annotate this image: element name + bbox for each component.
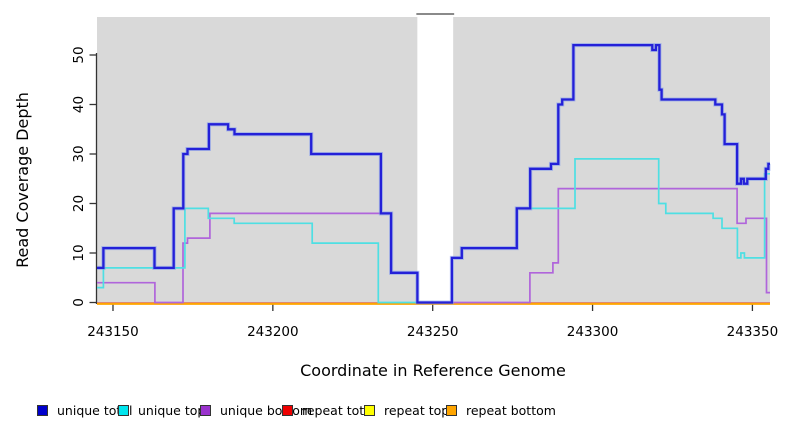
legend-label: unique top bbox=[138, 402, 206, 418]
legend-swatch-unique-bottom bbox=[200, 404, 211, 416]
x-tick-label: 243300 bbox=[567, 324, 619, 340]
legend-item-repeat-bottom: repeat bottom bbox=[446, 402, 556, 418]
legend-label: repeat top bbox=[384, 402, 450, 418]
y-tick-label: 10 bbox=[71, 244, 87, 261]
legend-item-unique-total: unique total bbox=[37, 402, 133, 418]
x-tick-label: 243250 bbox=[407, 324, 459, 340]
legend-swatch-repeat-bottom bbox=[446, 404, 457, 416]
legend-item-repeat-total: repeat total bbox=[282, 402, 376, 418]
legend-swatch-repeat-top bbox=[364, 404, 375, 416]
legend-label: repeat total bbox=[302, 402, 376, 418]
y-tick-label: 0 bbox=[71, 298, 87, 307]
x-tick-label: 243150 bbox=[87, 324, 139, 340]
y-tick-label: 20 bbox=[71, 195, 87, 212]
legend-swatch-unique-total bbox=[37, 404, 48, 416]
x-axis-title: Coordinate in Reference Genome bbox=[300, 361, 566, 380]
legend-label: unique total bbox=[57, 402, 133, 418]
x-tick-label: 243350 bbox=[727, 324, 779, 340]
series-unique-bottom bbox=[97, 187, 770, 304]
series-unique-top bbox=[97, 158, 770, 304]
legend-item-repeat-top: repeat top bbox=[364, 402, 450, 418]
x-tick-label: 243200 bbox=[247, 324, 299, 340]
series-unique-total bbox=[97, 43, 770, 304]
legend-item-unique-top: unique top bbox=[118, 402, 206, 418]
legend-swatch-unique-top bbox=[118, 404, 129, 416]
chart-legend: unique total unique top unique bottom repea… bbox=[0, 400, 792, 426]
y-tick-label: 40 bbox=[71, 96, 87, 113]
legend-swatch-repeat-total bbox=[282, 404, 293, 416]
legend-label: repeat bottom bbox=[466, 402, 556, 418]
y-axis-title: Read Coverage Depth bbox=[13, 92, 32, 268]
y-tick-label: 30 bbox=[71, 145, 87, 162]
coverage-chart: 0 10 20 30 40 50 243150 243200 243250 243300 24335… bbox=[13, 13, 779, 380]
masked-gap-band bbox=[417, 13, 454, 304]
y-tick-label: 50 bbox=[71, 46, 87, 63]
coverage-chart-container: 0 10 20 30 40 50 243150 243200 243250 243300 24335… bbox=[13, 13, 779, 380]
